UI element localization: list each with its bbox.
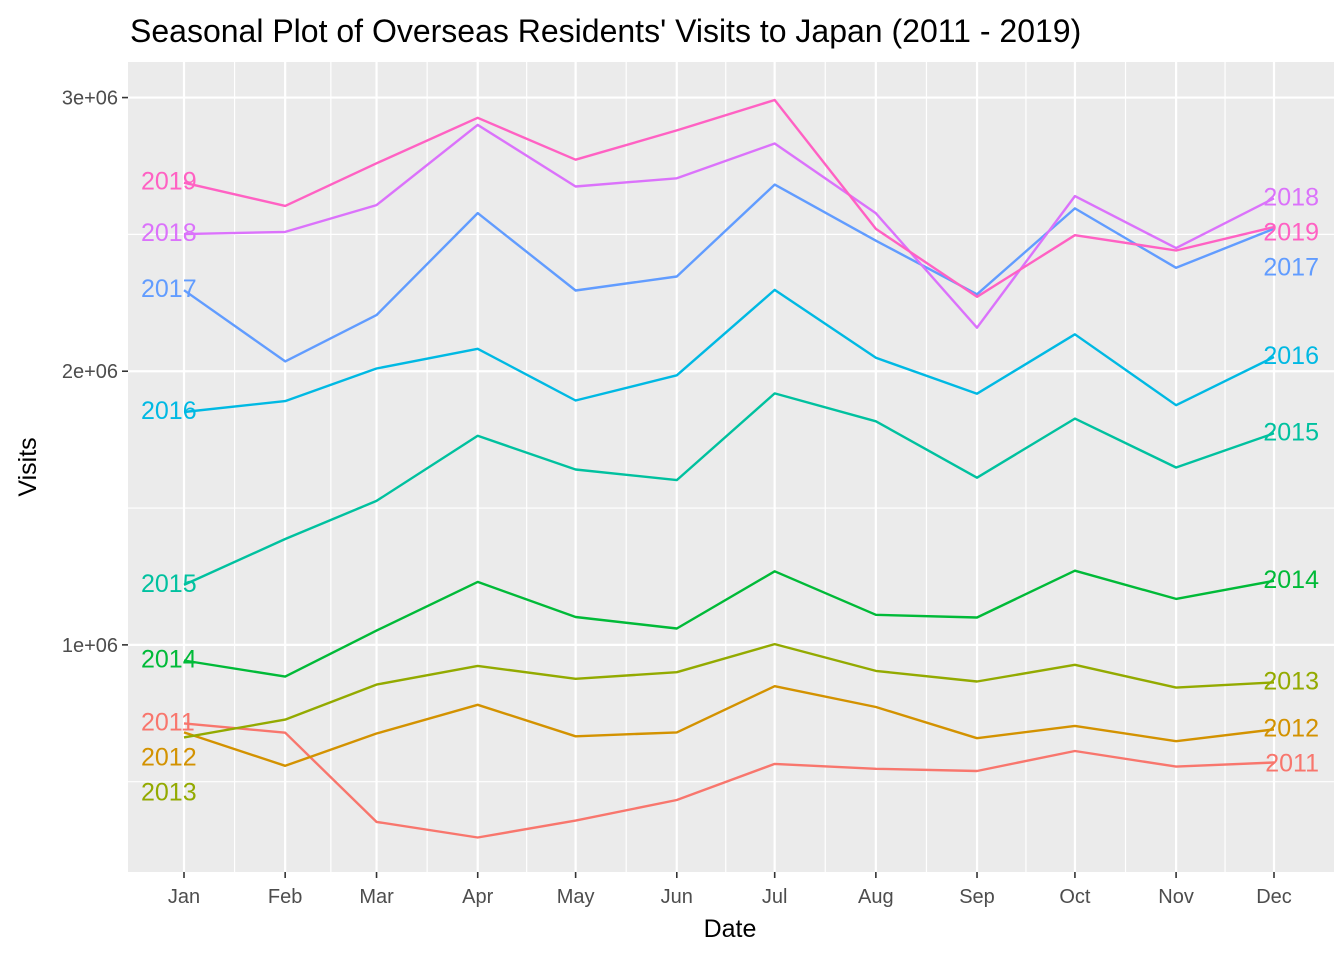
y-axis: 1e+06 2e+06 3e+06	[62, 88, 128, 657]
x-tick-label: Apr	[462, 886, 493, 908]
series-label-left-2013: 2013	[141, 778, 197, 806]
x-tick-label: Nov	[1158, 886, 1194, 908]
series-label-left-2019: 2019	[141, 168, 197, 196]
series-line-2015	[183, 392, 1275, 586]
x-tick-label: May	[557, 886, 595, 908]
series-labels: 2019 2018 2017 2016 2015 2014 2011 2012 2013 2018…	[141, 168, 1319, 807]
chart-title: Seasonal Plot of Overseas Residents' Vis…	[130, 13, 1081, 49]
series-line-2013	[183, 642, 1275, 739]
y-tick-label: 1e+06	[62, 635, 118, 657]
series-line-2019	[183, 98, 1275, 298]
x-tick-label: Jul	[762, 886, 788, 908]
y-tick-label: 3e+06	[62, 88, 118, 110]
y-axis-title: Visits	[14, 437, 42, 496]
x-tick-label: Oct	[1059, 886, 1091, 908]
series-line-2012	[183, 685, 1275, 767]
x-tick-label: Mar	[359, 886, 394, 908]
series-label-left-2011: 2011	[141, 708, 195, 736]
series-line-2011	[183, 722, 1275, 839]
series-label-left-2015: 2015	[141, 570, 197, 598]
x-tick-label: Aug	[858, 886, 894, 908]
x-tick-label: Jun	[661, 886, 693, 908]
series-line-2014	[183, 569, 1275, 678]
series-label-right-2012: 2012	[1263, 714, 1319, 742]
x-axis: JanFebMarAprMayJunJulAugSepOctNovDecDec	[168, 872, 1292, 908]
series-label-left-2017: 2017	[141, 275, 197, 303]
series-label-right-2014: 2014	[1263, 566, 1319, 594]
series-line-2016	[183, 288, 1275, 414]
series-line-2018	[183, 123, 1275, 329]
plot-panel	[128, 62, 1334, 872]
series-label-right-2011: 2011	[1265, 749, 1319, 777]
series-label-right-2017: 2017	[1263, 253, 1319, 281]
series-label-right-2013: 2013	[1263, 667, 1319, 695]
series-label-right-2018: 2018	[1263, 183, 1319, 211]
x-tick-label: Dec	[1256, 886, 1292, 908]
y-tick-label: 2e+06	[62, 361, 118, 383]
series-lines	[183, 98, 1275, 839]
series-label-right-2015: 2015	[1263, 418, 1319, 446]
series-label-left-2012: 2012	[141, 743, 197, 771]
series-label-right-2019: 2019	[1263, 218, 1319, 246]
x-tick-label: Feb	[268, 886, 302, 908]
series-label-left-2018: 2018	[141, 219, 197, 247]
x-tick-label: Jan	[168, 886, 200, 908]
x-tick-label: Sep	[959, 886, 995, 908]
series-label-left-2016: 2016	[141, 397, 197, 425]
series-label-left-2014: 2014	[141, 645, 197, 673]
series-line-2017	[183, 183, 1275, 363]
series-label-right-2016: 2016	[1263, 342, 1319, 370]
x-axis-title: Date	[704, 915, 757, 943]
